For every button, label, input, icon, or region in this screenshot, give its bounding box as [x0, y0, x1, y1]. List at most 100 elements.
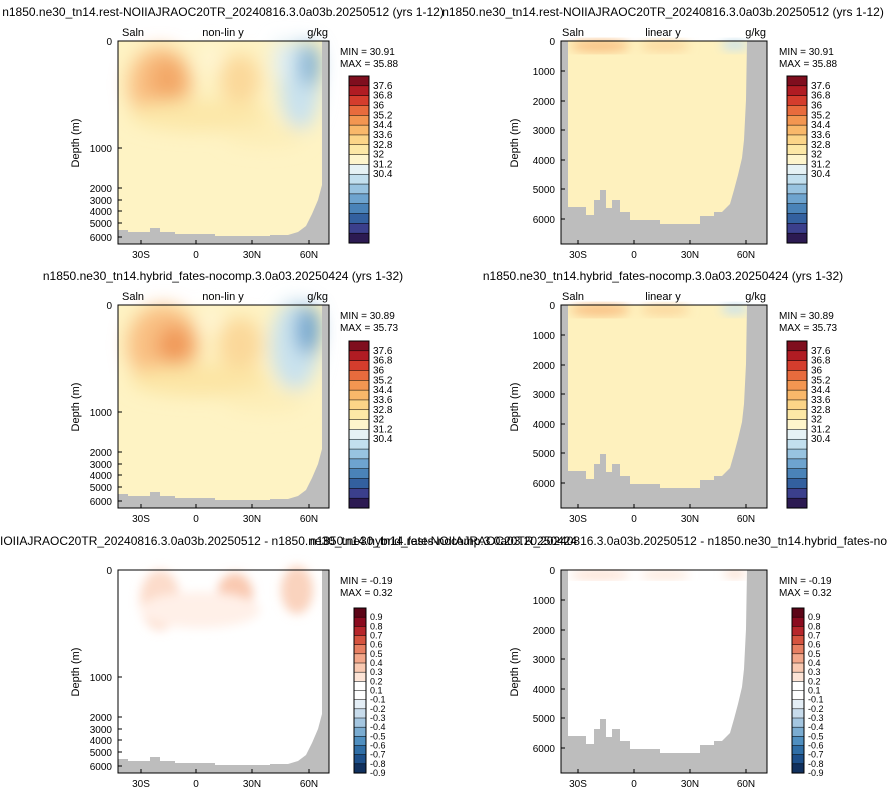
- colorbar-tick-label: 0.9: [808, 612, 821, 622]
- colorbar-tick-label: 0.7: [370, 631, 383, 641]
- colorbar-swatch: [348, 409, 370, 421]
- colorbar-tick-label: 0.7: [808, 631, 821, 641]
- colorbar-tick-label: 35.2: [811, 110, 831, 121]
- colorbar-swatch: [791, 616, 805, 627]
- colorbar-tick-label: -0.4: [370, 722, 386, 732]
- colorbar-swatch: [348, 183, 370, 195]
- colorbar: 0.90.80.70.60.50.40.30.20.1-0.1-0.2-0.3-…: [791, 607, 824, 778]
- plot-frame: [117, 569, 330, 774]
- right-label: g/kg: [745, 27, 766, 39]
- y-axis-label: Depth (m): [70, 648, 82, 697]
- x-tick-label: 0: [193, 514, 199, 525]
- colorbar-swatch: [348, 497, 370, 509]
- y-tick-label: 5000: [533, 714, 556, 725]
- x-tick-label: 60N: [737, 250, 755, 261]
- colorbar-swatch: [791, 717, 805, 728]
- right-label: g/kg: [745, 291, 766, 303]
- colorbar-swatch: [786, 370, 808, 381]
- plot-area: [117, 300, 330, 509]
- x-tick-label: 30N: [681, 779, 699, 790]
- colorbar-swatch: [353, 635, 367, 646]
- colorbar-swatch: [786, 478, 808, 489]
- colorbar-swatch: [791, 699, 805, 710]
- x-tick-label: 30S: [132, 514, 150, 525]
- colorbar-swatch: [353, 717, 367, 728]
- colorbar-swatch: [353, 699, 367, 710]
- colorbar-swatch: [786, 399, 808, 411]
- y-tick-label: 2000: [90, 713, 113, 724]
- y-tick-label: 3000: [90, 725, 113, 736]
- colorbar-swatch: [353, 736, 367, 747]
- y-tick-label: 4000: [90, 471, 113, 482]
- x-tick-label: 60N: [300, 779, 318, 790]
- colorbar-frame: [791, 607, 805, 774]
- colorbar-frame: [348, 75, 370, 244]
- plot-area: [117, 566, 330, 774]
- plot-area: [560, 569, 768, 774]
- colorbar-swatch: [348, 134, 370, 146]
- colorbar-swatch: [353, 763, 367, 774]
- colorbar-swatch: [348, 85, 370, 97]
- colorbar-swatch: [348, 232, 370, 244]
- colorbar-swatch: [786, 213, 808, 224]
- plot-frame: [560, 569, 768, 774]
- land-mask-bottom: [118, 185, 322, 244]
- colorbar-swatch: [348, 115, 370, 126]
- colorbar-swatch: [353, 626, 367, 637]
- y-tick-label: 0: [549, 566, 555, 577]
- stat-min: MIN = -0.19: [779, 576, 832, 587]
- y-tick-label: 0: [549, 301, 555, 312]
- colorbar-swatch: [791, 708, 805, 719]
- colorbar-swatch: [353, 662, 367, 673]
- land-mask-north: [322, 305, 329, 508]
- colorbar-tick-label: 0.1: [370, 686, 383, 696]
- colorbar-tick-label: -0.3: [370, 713, 386, 723]
- x-tick-label: 30S: [569, 514, 587, 525]
- colorbar-tick-label: 0.9: [370, 612, 383, 622]
- colorbar-swatch: [348, 105, 370, 116]
- x-tick-label: 30N: [243, 779, 261, 790]
- colorbar-swatch: [786, 389, 808, 401]
- colorbar-tick-label: 35.2: [373, 110, 393, 121]
- x-tick-label: 0: [193, 250, 199, 261]
- colorbar-tick-label: 0.2: [370, 676, 383, 686]
- x-tick-label: 30S: [569, 250, 587, 261]
- colorbar-swatch: [348, 164, 370, 175]
- colorbar-tick-label: 30.4: [811, 169, 831, 180]
- difference-field: [570, 571, 747, 579]
- colorbar-tick-label: 37.6: [811, 81, 831, 92]
- y-axis-label: Depth (m): [70, 119, 82, 168]
- land-mask-bottom: [118, 714, 322, 773]
- center-label: linear y: [645, 291, 681, 303]
- y-axis-label: Depth (m): [509, 383, 521, 432]
- x-tick-label: 30N: [681, 250, 699, 261]
- y-tick-label: 0: [106, 37, 112, 48]
- colorbar-frame: [786, 75, 808, 244]
- colorbar-swatch: [348, 350, 370, 362]
- panel-3: n1850.ne30_tn14.hybrid_fates-nocomp.3.0a…: [43, 269, 403, 525]
- y-axis-label: Depth (m): [509, 648, 521, 697]
- colorbar-tick-label: 31.2: [373, 159, 393, 170]
- y-tick-label: 1000: [533, 596, 556, 607]
- stat-max: MAX = 35.88: [779, 59, 838, 70]
- colorbar-swatch: [786, 468, 808, 480]
- y-axis-ticks: 0 1000 2000 3000 4000 5000 6000: [90, 566, 122, 773]
- colorbar-swatch: [786, 193, 808, 205]
- y-tick-label: 6000: [533, 744, 556, 755]
- y-tick-label: 3000: [533, 390, 556, 401]
- y-axis-label: Depth (m): [70, 383, 82, 432]
- colorbar-tick-label: 34.4: [811, 385, 831, 396]
- colorbar-tick-label: -0.7: [808, 750, 824, 760]
- y-axis-label: Depth (m): [509, 119, 521, 168]
- colorbar-swatch: [353, 607, 367, 618]
- y-tick-label: 3000: [533, 655, 556, 666]
- colorbar-swatch: [786, 380, 808, 391]
- colorbar-swatch: [348, 340, 370, 352]
- panel-4: n1850.ne30_tn14.hybrid_fates-nocomp.3.0a…: [483, 269, 843, 525]
- colorbar-swatch: [348, 360, 370, 372]
- colorbar-swatch: [786, 223, 808, 234]
- center-label: linear y: [645, 27, 681, 39]
- colorbar-swatch: [786, 154, 808, 165]
- colorbar-swatch: [786, 448, 808, 460]
